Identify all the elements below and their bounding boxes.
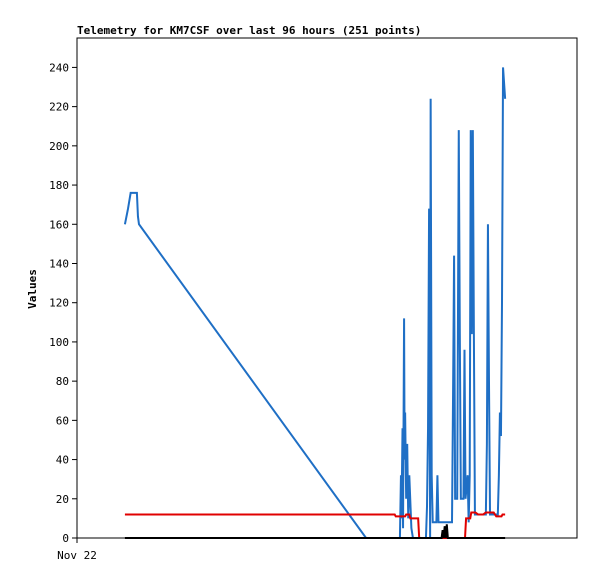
series-line-2 bbox=[124, 511, 506, 539]
y-tick-label: 180 bbox=[49, 179, 69, 192]
series-layer bbox=[123, 67, 507, 539]
chart-title: Telemetry for KM7CSF over last 96 hours … bbox=[77, 24, 421, 37]
y-tick-label: 220 bbox=[49, 101, 69, 114]
x-tick-label: Nov 22 bbox=[57, 549, 97, 562]
y-axis: 0 20 40 60 80 100 120 140 160 180 200 220 240 bbox=[49, 61, 77, 545]
y-tick-label: 100 bbox=[49, 336, 69, 349]
y-tick-label: 240 bbox=[49, 61, 69, 74]
series-line-3 bbox=[124, 524, 506, 539]
series-line-1 bbox=[123, 67, 507, 539]
y-tick-label: 40 bbox=[56, 454, 69, 467]
y-tick-label: 160 bbox=[49, 218, 69, 231]
y-tick-label: 80 bbox=[56, 375, 69, 388]
y-axis-label: Values bbox=[26, 269, 39, 309]
y-tick-label: 200 bbox=[49, 140, 69, 153]
y-tick-label: 120 bbox=[49, 297, 69, 310]
y-tick-label: 60 bbox=[56, 414, 69, 427]
plot-frame bbox=[76, 37, 578, 539]
y-tick-label: 20 bbox=[56, 493, 69, 506]
x-axis: Nov 22 bbox=[57, 538, 97, 562]
y-tick-label: 140 bbox=[49, 257, 69, 270]
y-tick-label: 0 bbox=[62, 532, 69, 545]
